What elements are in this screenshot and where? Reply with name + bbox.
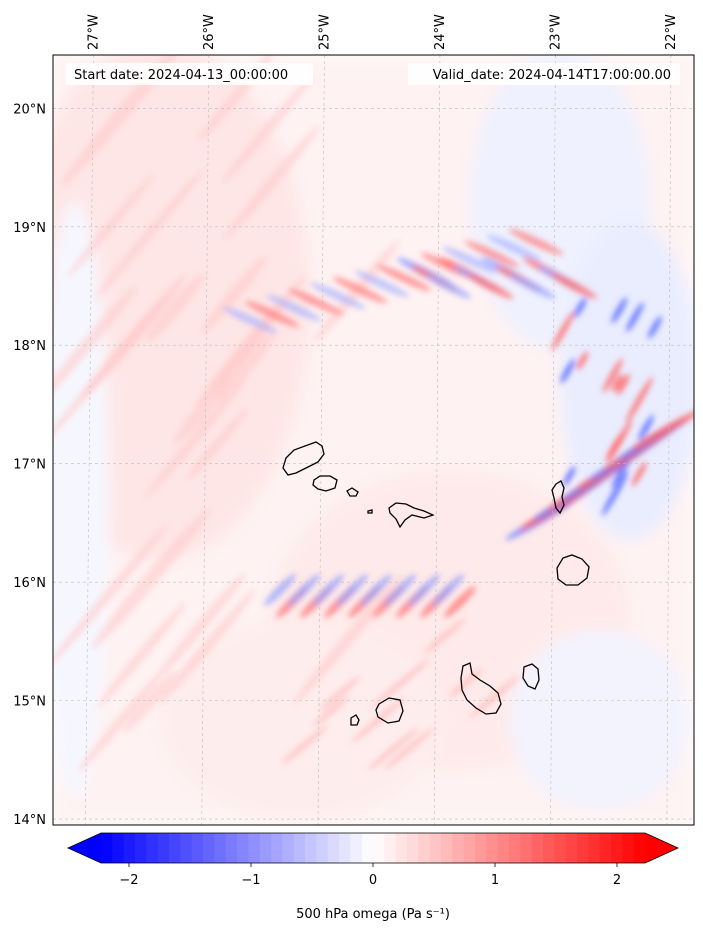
island-brava: [350, 714, 360, 726]
latitude-tick-label: 19°N: [13, 221, 46, 236]
valid-date-box: [408, 63, 680, 85]
colorbar: −2 −1 0 1 2 500 hPa omega (Pa s⁻¹): [67, 832, 679, 922]
island-santiago: [460, 662, 502, 715]
colorbar-outline: [67, 832, 679, 864]
map-gridlines: [53, 54, 694, 826]
island-santa-luzia: [346, 487, 359, 497]
map-panel: Start date: 2024-04-13_00:00:00 Valid_da…: [52, 54, 695, 826]
longitude-tick-label: 27°W: [86, 14, 101, 50]
cape-verde-islands: [282, 441, 590, 726]
latitude-tick-label: 14°N: [13, 813, 46, 828]
latitude-tick-label: 15°N: [13, 695, 46, 710]
colorbar-tick-label: 2: [613, 873, 621, 888]
island-fogo: [375, 697, 404, 724]
longitude-tick-label: 25°W: [317, 14, 332, 50]
valid-date-label: Valid_date: 2024-04-14T17:00:00.00: [433, 68, 671, 83]
colorbar-extend-low: [68, 833, 101, 863]
longitude-tick-labels: 27°W 26°W 25°W 24°W 23°W 22°W: [86, 14, 678, 50]
latitude-tick-label: 18°N: [13, 339, 46, 354]
colorbar-segments: [101, 833, 646, 863]
colorbar-tick-label: 0: [369, 873, 377, 888]
latitude-tick-label: 17°N: [13, 458, 46, 473]
meridian-line: [85, 54, 94, 826]
island-sao-vicente: [312, 475, 338, 492]
island-sao-nicolau: [388, 502, 435, 529]
meridian-line: [550, 54, 556, 826]
start-date-box: [66, 63, 313, 85]
longitude-tick-label: 24°W: [433, 14, 448, 50]
meridian-line: [201, 54, 210, 826]
island-maio: [522, 663, 540, 690]
colorbar-extend-high: [645, 833, 678, 863]
colorbar-label: 500 hPa omega (Pa s⁻¹): [296, 907, 450, 922]
longitude-tick-label: 23°W: [548, 14, 563, 50]
meridian-line: [317, 54, 325, 826]
omega-field: [53, 55, 694, 825]
island-boa-vista: [556, 554, 590, 586]
longitude-tick-label: 26°W: [202, 14, 217, 50]
colorbar-tick-label: −1: [241, 873, 260, 888]
meridian-line: [434, 54, 441, 826]
start-date-label: Start date: 2024-04-13_00:00:00: [74, 68, 288, 83]
longitude-tick-label: 22°W: [664, 14, 679, 50]
meridian-line: [666, 54, 672, 826]
colorbar-tick-label: −2: [119, 873, 138, 888]
island-sal: [551, 480, 565, 515]
latitude-tick-label: 16°N: [13, 576, 46, 591]
latitude-tick-label: 20°N: [13, 102, 46, 117]
island-branco-raso: [367, 509, 373, 514]
colorbar-tick-label: 1: [491, 873, 499, 888]
island-santo-antao: [282, 441, 325, 476]
latitude-tick-labels: 20°N 19°N 18°N 17°N 16°N 15°N 14°N: [13, 102, 46, 828]
map-frame: [52, 54, 695, 826]
colorbar-ticks: −2 −1 0 1 2: [119, 863, 621, 888]
